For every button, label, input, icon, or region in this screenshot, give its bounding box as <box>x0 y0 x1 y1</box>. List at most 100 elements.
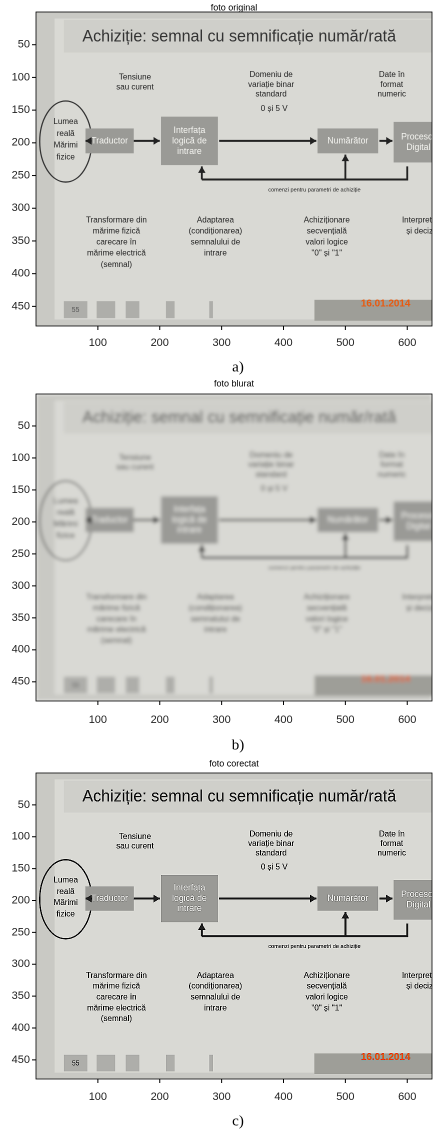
block <box>85 128 134 154</box>
x-tick-label: 400 <box>274 1091 292 1103</box>
bottom-label: Achiziționare <box>304 592 350 601</box>
y-tick-label: 350 <box>12 612 30 624</box>
feedback-text: comenzi pentru parametri de achiziție <box>268 944 360 950</box>
date-band <box>314 1053 433 1074</box>
bottom-label: Adaptarea <box>197 971 235 980</box>
y-tick-label: 350 <box>12 990 30 1002</box>
ellipse-text: Mărimi <box>54 520 78 529</box>
slide-title: Achiziție: semnal cu semnificație număr/… <box>82 787 397 805</box>
date-band <box>314 675 433 696</box>
block <box>85 507 134 533</box>
y-tick-label: 300 <box>12 202 30 214</box>
footer-box <box>63 676 88 694</box>
arrow-head <box>310 136 317 145</box>
y-tick-label: 450 <box>12 676 30 688</box>
ellipse-text: fizice <box>57 152 76 161</box>
y-tick-label: 450 <box>12 300 30 312</box>
y-tick-label: 100 <box>12 452 30 464</box>
panel-caption: a) <box>232 359 244 375</box>
footer-box <box>125 301 140 319</box>
top-label: sau curent <box>116 841 154 850</box>
bottom-label: și decizie <box>406 982 433 991</box>
top-label: Tensiune <box>119 832 152 841</box>
arrow-head <box>386 516 393 524</box>
bottom-label: Achiziționare <box>304 215 350 224</box>
block-text: Interfața <box>174 883 206 893</box>
top-label: variație binar <box>248 839 294 848</box>
x-tick-label: 500 <box>336 337 354 349</box>
top-label: sau curent <box>116 463 154 472</box>
feedback-line <box>201 544 409 559</box>
y-tick-label: 150 <box>12 863 30 875</box>
top-label: Domeniu de <box>249 829 293 838</box>
bottom-label: Transformare din <box>86 971 147 980</box>
axes-frame <box>35 772 433 1080</box>
bottom-label: Achiziționare <box>304 971 350 980</box>
footer-box <box>96 1054 116 1072</box>
bottom-label: (condiționarea) <box>189 226 243 235</box>
title-band <box>63 19 433 53</box>
page-number: 55 <box>72 307 80 314</box>
arrow-head <box>341 911 350 919</box>
bottom-label: carecare în <box>96 614 137 623</box>
date: 16.01.2014 <box>361 298 411 309</box>
bottom-label: secvențială <box>307 226 348 235</box>
bottom-label: (semnal) <box>101 636 133 645</box>
top-label: 0 și 5 V <box>261 862 288 871</box>
ellipse-text: Lumea <box>53 497 78 506</box>
bottom-label: mărime electrică <box>87 625 146 634</box>
arrow-head <box>153 136 160 145</box>
image: Achiziție: semnal cu semnificație număr/… <box>36 394 433 701</box>
feedback-line <box>201 166 409 181</box>
bottom-label: intrare <box>204 1003 227 1012</box>
panel-title: foto blurat <box>214 378 255 388</box>
arrow-head <box>341 154 350 162</box>
bottom-label: semnalului de <box>191 614 241 623</box>
bottom-label: valori logice <box>306 614 349 623</box>
bottom-label: mărime electrică <box>87 248 146 257</box>
y-tick-label: 250 <box>12 548 30 560</box>
top-label: standard <box>255 848 287 857</box>
panel-caption: b) <box>232 737 245 753</box>
top-label: Date în <box>379 450 405 459</box>
image-content: Achiziție: semnal cu semnificație număr/… <box>36 394 433 701</box>
x-tick-label: 500 <box>336 714 354 726</box>
y-tick-label: 150 <box>12 104 30 116</box>
top-label: 0 și 5 V <box>261 484 288 493</box>
ellipse-text: reală <box>57 129 75 138</box>
block-text: Traductor <box>91 135 128 145</box>
bottom-label: "0" și "1" <box>312 625 343 634</box>
x-tick-label: 300 <box>212 337 230 349</box>
arrow-head <box>198 923 206 930</box>
ellipse-text: Lumea <box>53 875 78 884</box>
arrow-head <box>386 894 393 903</box>
feedback-text: comenzi pentru parametri de achiziție <box>268 565 360 571</box>
block-text: logică de <box>172 514 207 524</box>
x-tick-label: 600 <box>398 1091 416 1103</box>
bottom-label: Interpretare <box>402 592 433 601</box>
panel-caption: c) <box>232 1113 244 1129</box>
block-text: Numărător <box>327 893 368 903</box>
top-label: Domeniu de <box>249 70 293 79</box>
arrow-head <box>310 894 317 903</box>
footer-box <box>209 301 213 319</box>
bottom-label: semnalului de <box>191 992 241 1001</box>
slide-frame <box>54 400 433 695</box>
bottom-label: secvențială <box>307 603 348 612</box>
bottom-label: "0" și "1" <box>312 1003 343 1012</box>
arrow-head <box>85 516 92 524</box>
block-text: Interfața <box>174 504 206 514</box>
block-text: Procesor <box>401 889 433 899</box>
bottom-label: mărime fizică <box>93 603 141 612</box>
block-text: intrare <box>177 903 202 913</box>
arrow-head <box>85 136 92 145</box>
bottom-label: "0" și "1" <box>312 248 343 257</box>
bottom-label: carecare în <box>96 992 136 1001</box>
block <box>317 886 379 911</box>
block <box>317 128 379 154</box>
x-tick-label: 100 <box>89 337 107 349</box>
x-tick-label: 200 <box>151 1091 169 1103</box>
ellipse-text: Mărimi <box>54 898 78 907</box>
x-tick-label: 400 <box>274 337 292 349</box>
